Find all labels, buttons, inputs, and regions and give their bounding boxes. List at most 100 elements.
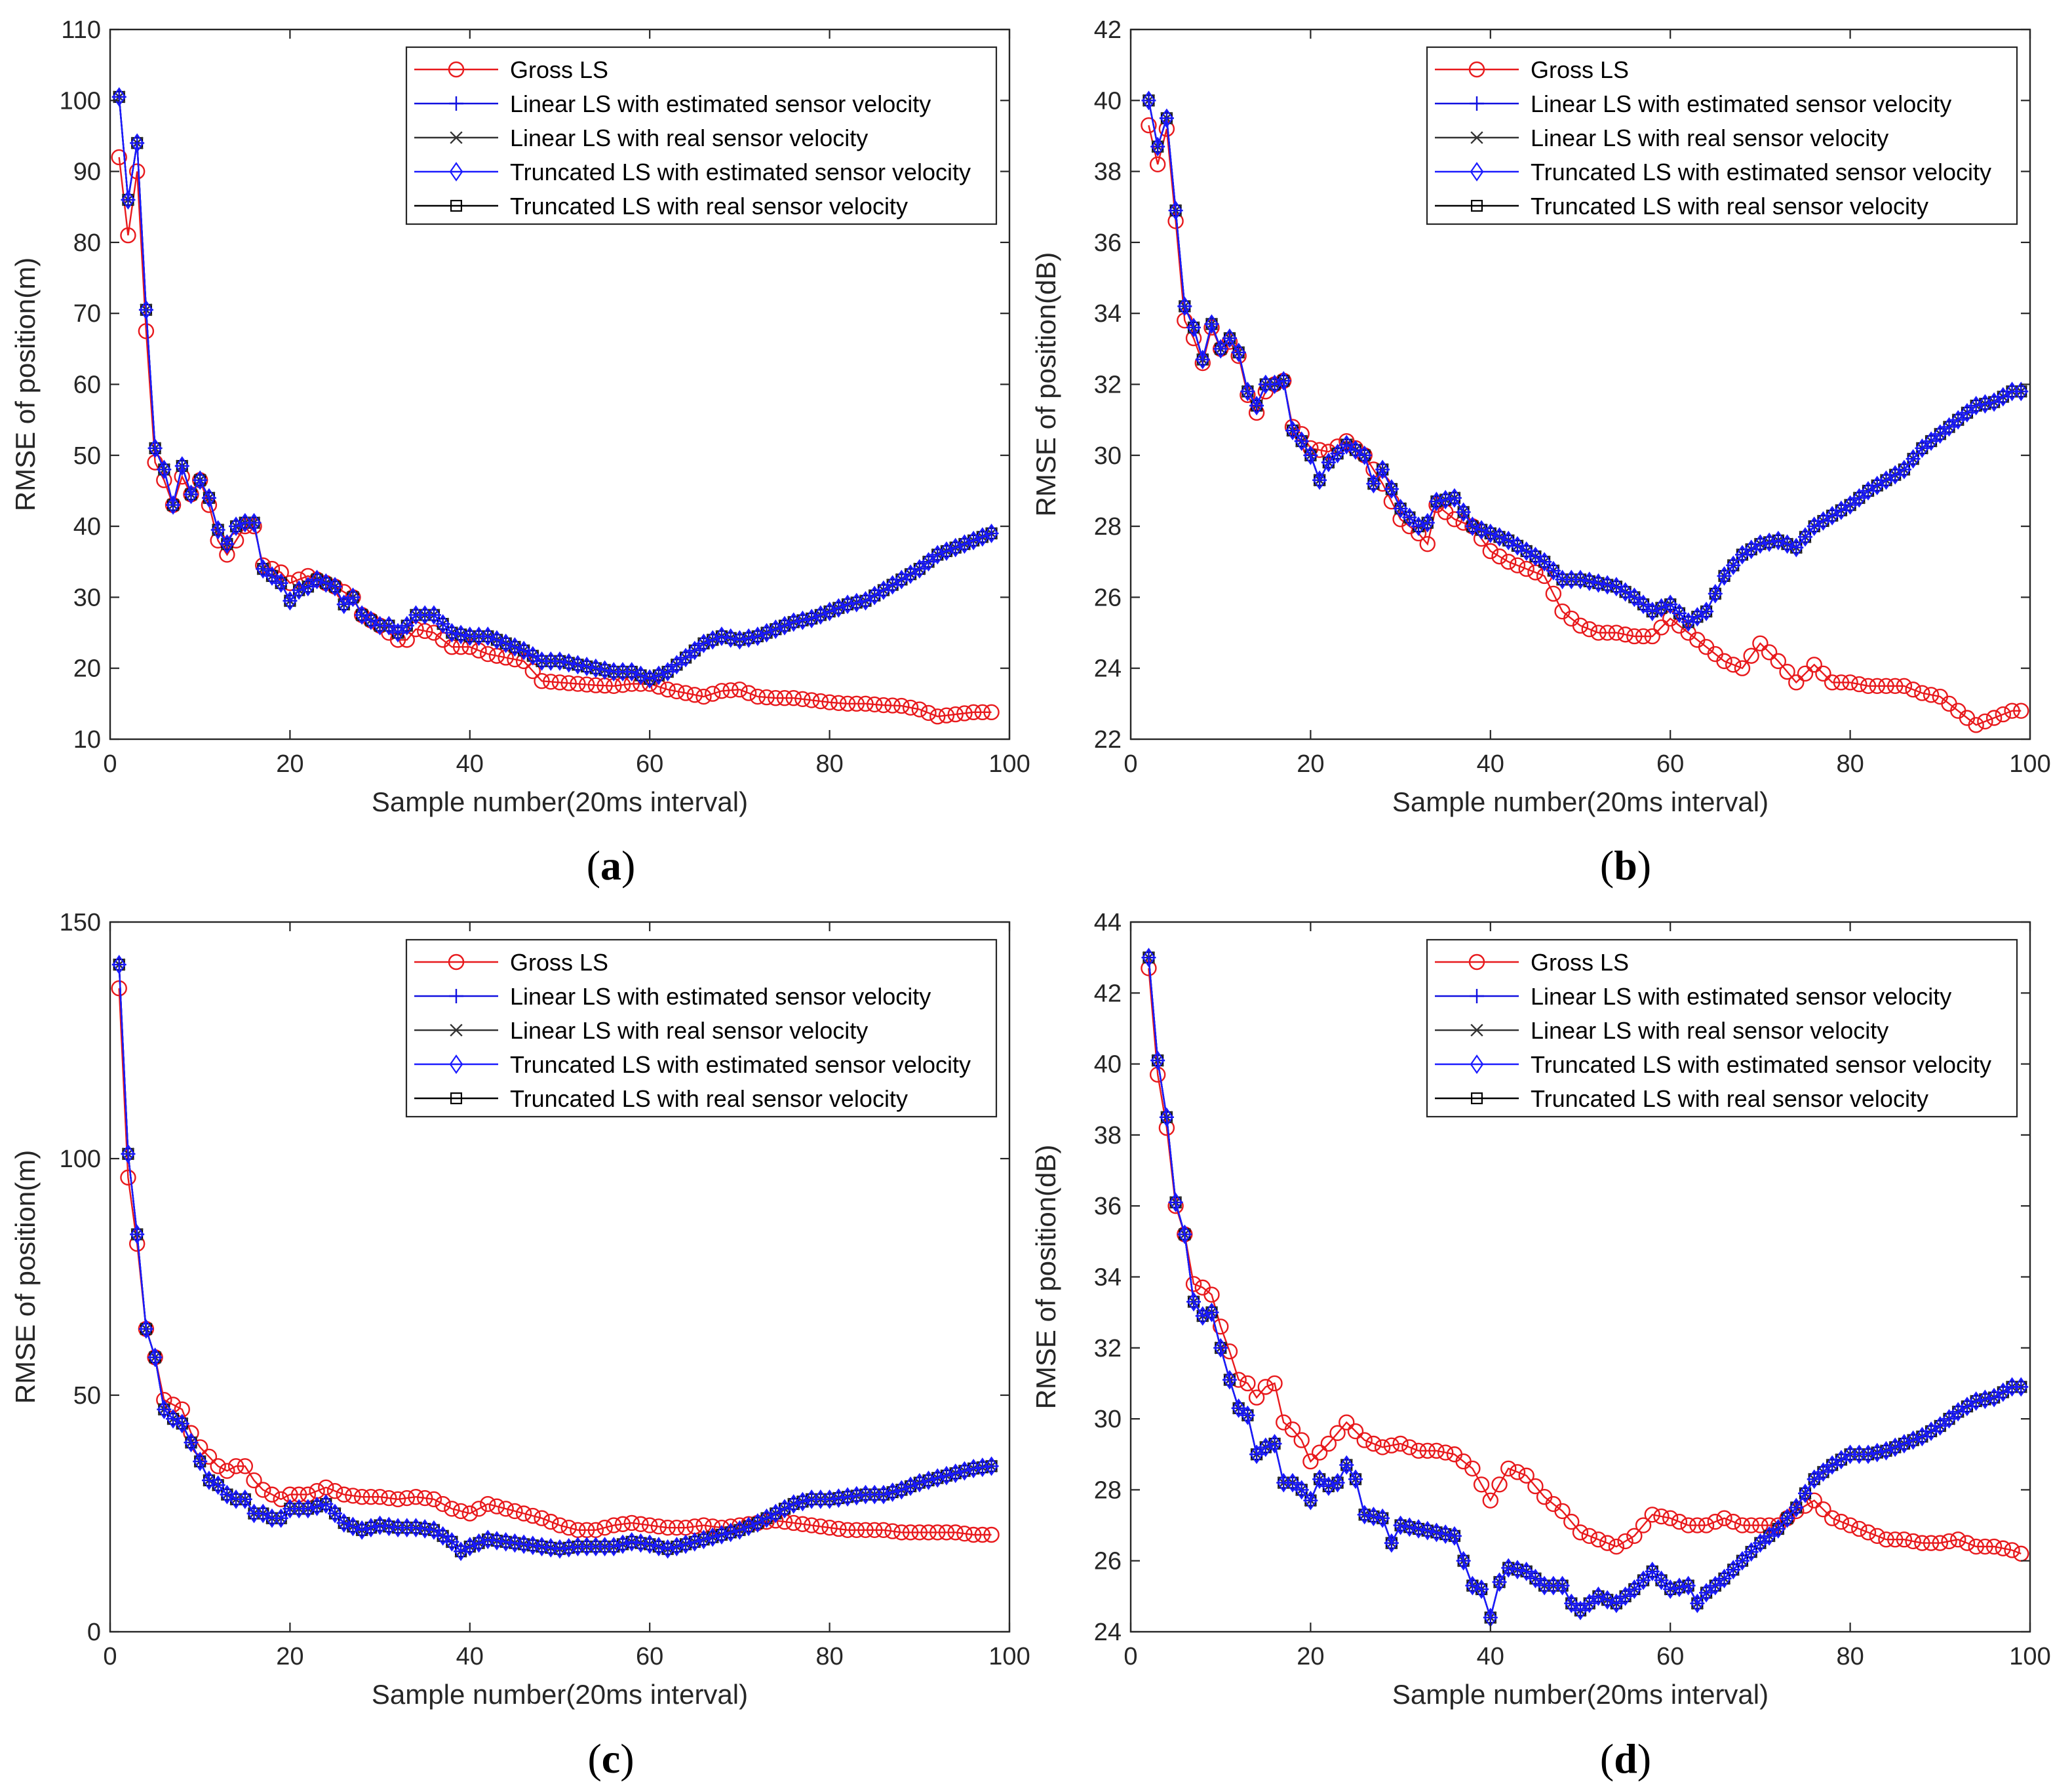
data-point-trunc_est [472,626,486,646]
data-point-trunc_est [391,623,405,643]
data-point-gross [758,689,775,706]
data-point-gross [1842,674,1858,691]
data-point-gross [848,1522,865,1538]
data-point-gross [902,1524,919,1541]
data-point-trunc_est [1447,488,1462,508]
legend: Gross LS Linear LS with estimated sensor … [1426,46,2018,225]
y-tick-label: 38 [1094,1122,1122,1149]
data-point-gross [920,1524,937,1541]
data-point-trunc_est [867,585,882,606]
data-point-gross [911,701,928,718]
data-point-gross [983,704,1000,721]
data-point-trunc_est [1780,1508,1794,1528]
legend-marker-trunc_est [1470,162,1484,182]
data-point-gross [1806,657,1822,673]
data-point-gross [372,1489,388,1505]
data-point-trunc_est [642,1534,657,1554]
data-point-gross [551,674,568,691]
legend-label: Linear LS with estimated sensor velocity [510,90,931,117]
data-point-trunc_est [1771,1519,1786,1539]
data-point-trunc_est [157,1399,171,1419]
data-point-gross [255,1482,271,1498]
data-point-trunc_est [1241,381,1255,402]
legend-entry-trunc_est: Truncated LS with estimated sensor veloc… [414,159,971,185]
data-point-trunc_est [1807,1469,1822,1490]
data-point-trunc_est [1708,584,1723,604]
y-tick-label: 36 [1094,229,1122,257]
series-trunc_est [1142,948,2028,1628]
data-point-trunc_est [427,1520,441,1540]
data-point-gross [1644,1507,1660,1523]
data-point-gross [803,692,820,708]
data-point-trunc_est [535,1537,549,1556]
data-point-trunc_est [436,614,450,634]
data-point-trunc_est [1232,342,1245,362]
data-point-gross [381,1490,397,1507]
data-point-gross [227,1458,244,1474]
data-point-trunc_est [301,577,315,597]
data-point-gross [1500,1460,1517,1477]
data-point-trunc_est [1717,566,1731,586]
data-point-gross [1302,1453,1319,1470]
data-point-gross [1896,1531,1913,1548]
data-point-trunc_est [1375,1508,1390,1528]
y-tick-label: 40 [1094,87,1122,115]
data-point-trunc_est [2014,1377,2028,1397]
data-point-trunc_est [1501,1558,1515,1578]
data-point-gross [1905,1533,1921,1550]
data-point-trunc_est [616,662,630,682]
series-line-trunc_est [1148,957,2022,1621]
data-point-trunc_est [1825,505,1839,526]
data-point-trunc_est [454,625,468,645]
data-point-gross [1689,1517,1706,1533]
data-point-gross [1437,1444,1454,1461]
data-point-trunc_est [562,653,576,673]
data-point-trunc_est [1852,1444,1866,1465]
data-point-trunc_est [1618,582,1632,602]
x-axis-title: Sample number(20ms interval) [1392,786,1769,817]
data-point-gross [875,1522,892,1538]
x-tick-label: 60 [636,750,663,778]
data-point-trunc_est [1150,1050,1165,1071]
data-point-gross [1374,1439,1391,1455]
data-point-trunc_est [1627,587,1641,607]
y-tick-label: 110 [61,16,101,44]
x-tick-label: 40 [1477,750,1504,778]
data-point-gross [884,1523,901,1539]
series-line-trunc_est [118,964,992,1552]
data-point-trunc_est [1546,1575,1561,1596]
data-point-trunc_est [1582,571,1597,591]
data-point-gross [452,1503,469,1520]
x-tick-label: 80 [815,750,843,778]
data-point-gross [1878,678,1894,694]
y-axis-title: RMSE of position(dB) [1030,1145,1061,1410]
data-point-trunc_est [1474,1579,1489,1599]
legend-entry-trunc_real: Truncated LS with real sensor velocity [1435,1085,1928,1112]
legend-label: Truncated LS with estimated sensor veloc… [1531,1051,1991,1078]
legend-label: Truncated LS with real sensor velocity [510,193,908,220]
legend-marker-trunc_est [449,162,463,182]
data-point-gross [705,685,721,702]
legend-entry-trunc_real: Truncated LS with real sensor velocity [414,1085,908,1112]
data-point-trunc_est [804,1489,819,1509]
x-tick-label: 100 [988,750,1030,778]
data-point-trunc_est [1987,1387,2001,1408]
data-point-trunc_est [1367,1507,1380,1526]
data-point-trunc_est [1600,1590,1614,1610]
data-point-trunc_est [543,651,558,671]
data-point-gross [2013,703,2029,719]
data-point-gross [480,1495,496,1512]
data-point-trunc_est [1358,1505,1372,1525]
data-point-gross [1869,678,1885,694]
data-point-trunc_est [1321,452,1336,472]
data-point-trunc_est [1420,512,1435,533]
y-tick-label: 100 [60,87,101,115]
data-point-gross [353,1489,370,1505]
series-line-gross [1148,968,2022,1555]
data-point-gross [399,1490,415,1507]
data-point-gross [1716,1510,1732,1526]
data-point-gross [1941,1533,1957,1550]
data-point-gross [471,1501,487,1517]
data-point-gross [1320,1435,1337,1452]
data-point-trunc_est [1789,537,1803,558]
